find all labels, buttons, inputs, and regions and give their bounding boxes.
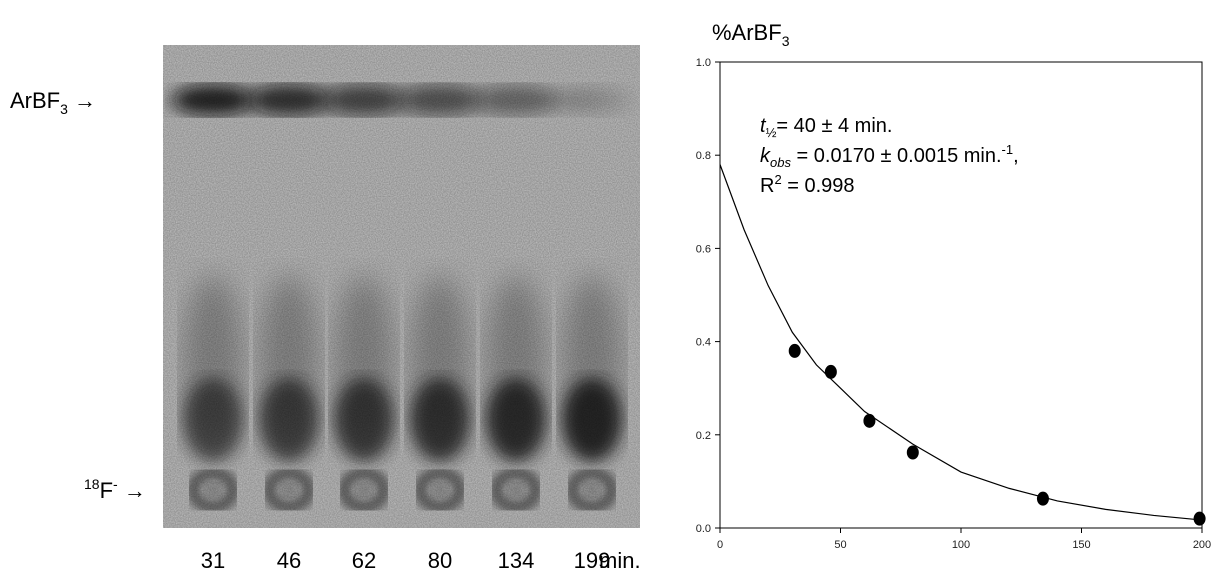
ann-superscript: 2 xyxy=(774,172,781,187)
band-label: ArBF3 → xyxy=(10,88,96,117)
gel-noise xyxy=(163,45,640,528)
x-tick-label: 200 xyxy=(1193,539,1211,551)
y-tick-label: 0.8 xyxy=(696,150,711,162)
label-part: ArBF xyxy=(10,88,60,113)
lane-label: 199 xyxy=(574,548,611,573)
ann-part: = 0.998 xyxy=(782,175,855,197)
y-tick-label: 0.6 xyxy=(696,243,711,255)
ann-part: = 0.0170 ± 0.0015 min. xyxy=(791,145,1002,167)
data-point xyxy=(1193,511,1206,526)
label-subscript: 3 xyxy=(782,33,790,49)
ann-part: t xyxy=(760,115,767,137)
ann-subscript: ½ xyxy=(766,125,777,140)
data-point xyxy=(824,364,837,379)
unit-label: min. xyxy=(599,548,641,573)
data-point xyxy=(863,413,876,428)
x-tick-label: 100 xyxy=(952,539,970,551)
ann-part: k xyxy=(760,145,771,167)
ann-superscript: -1 xyxy=(1002,142,1014,157)
lane-label: 80 xyxy=(428,548,452,573)
y-tick-label: 1.0 xyxy=(696,57,711,69)
band-label: 18F- → xyxy=(84,476,146,503)
ann-part: R xyxy=(760,175,774,197)
data-point xyxy=(906,445,919,460)
annotation-line: kobs = 0.0170 ± 0.0015 min.-1, xyxy=(760,142,1019,170)
ann-subscript: obs xyxy=(770,155,791,170)
data-point xyxy=(788,343,801,358)
fit-curve xyxy=(719,164,1203,521)
label-part: F xyxy=(100,478,113,503)
y-axis-label: %ArBF3 xyxy=(712,20,790,49)
y-tick-label: 0.2 xyxy=(696,430,711,442)
lane-label: 134 xyxy=(498,548,535,573)
x-tick-label: 150 xyxy=(1072,539,1090,551)
lane-label: 62 xyxy=(352,548,376,573)
y-tick-label: 0.4 xyxy=(696,337,711,349)
ann-part: = 40 ± 4 min. xyxy=(776,115,892,137)
annotation-line: t½= 40 ± 4 min. xyxy=(760,115,892,140)
label-subscript: 3 xyxy=(60,101,68,117)
x-tick-label: 50 xyxy=(834,539,846,551)
x-tick-label: 0 xyxy=(717,539,723,551)
label-part: %ArBF xyxy=(712,20,782,45)
y-tick-label: 0.0 xyxy=(696,523,711,535)
gel-image xyxy=(163,45,640,528)
lane-label: 46 xyxy=(277,548,301,573)
lane-label: 31 xyxy=(201,548,225,573)
data-point xyxy=(1036,491,1049,506)
label-superscript: - xyxy=(113,476,118,492)
annotation-line: R2 = 0.998 xyxy=(760,172,855,197)
ann-part: , xyxy=(1013,145,1019,167)
label-superscript: 18 xyxy=(84,476,100,492)
